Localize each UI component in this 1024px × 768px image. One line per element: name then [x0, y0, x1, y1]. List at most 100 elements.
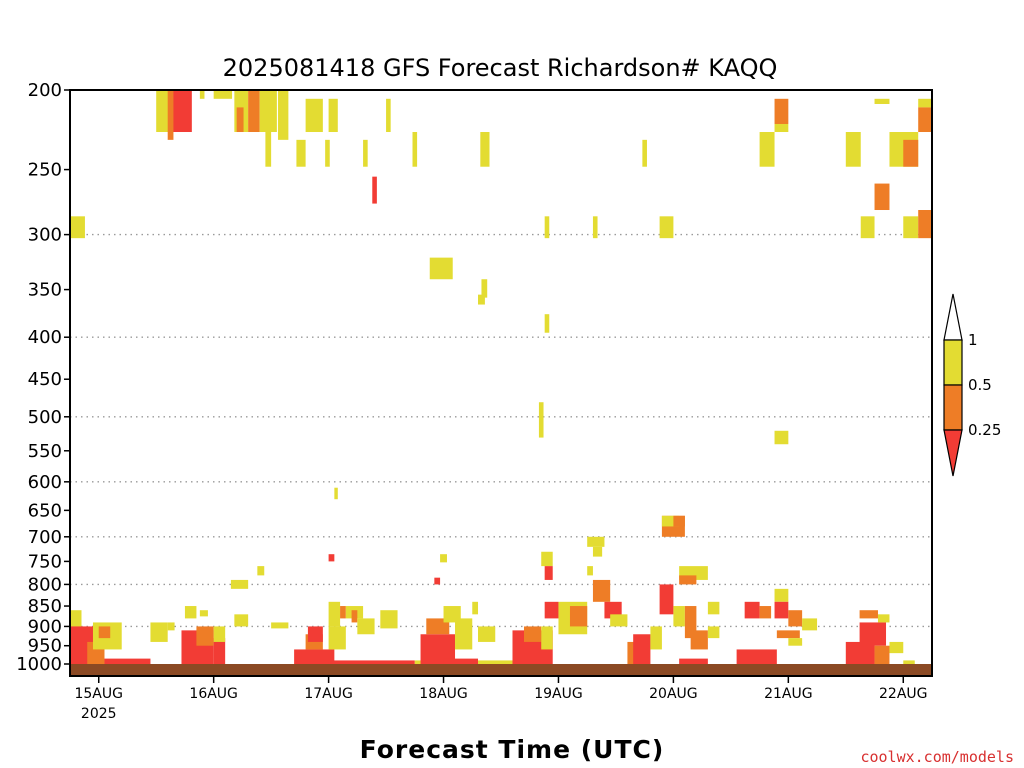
cell-ri-0.5-1: [673, 606, 685, 627]
cell-ri-0.5-1: [213, 90, 233, 99]
cell-ri-below-0.25: [845, 641, 875, 664]
colorbar-segment-0.25-0.5: [943, 384, 963, 431]
y-tick-label: 550: [28, 441, 62, 462]
cell-ri-0.5-1: [661, 515, 680, 527]
cell-ri-0.5-1: [918, 98, 932, 108]
cell-ri-0.5-1: [150, 622, 168, 642]
cell-ri-0.25-0.5: [788, 610, 803, 627]
y-tick-label: 300: [28, 225, 62, 246]
cell-ri-0.5-1: [544, 216, 550, 239]
cell-ri-0.25-0.5: [776, 630, 800, 639]
y-tick-label: 1000: [16, 654, 62, 675]
cell-ri-0.5-1: [587, 566, 593, 576]
y-tick-label: 850: [28, 596, 62, 617]
cell-ri-0.25-0.5: [248, 90, 260, 133]
cell-ri-0.5-1: [386, 98, 391, 133]
cell-ri-0.25-0.5: [592, 579, 611, 602]
cell-ri-0.25-0.5: [569, 606, 588, 627]
cell-ri-below-0.25: [213, 638, 226, 664]
x-tick-label: 18AUG: [419, 686, 468, 702]
surface-band: [70, 664, 932, 676]
y-tick-label: 950: [28, 636, 62, 657]
cell-ri-0.5-1: [642, 139, 647, 167]
cell-ri-0.5-1: [259, 90, 277, 133]
cell-ri-0.5-1: [443, 606, 461, 623]
cell-ri-0.25-0.5: [340, 606, 346, 619]
cell-ri-0.5-1: [230, 579, 249, 589]
cell-ri-0.5-1: [845, 132, 861, 167]
cell-ri-below-0.25: [443, 658, 479, 664]
cell-ri-below-0.25: [328, 660, 415, 664]
cell-ri-0.5-1: [334, 487, 338, 500]
cell-ri-0.5-1: [234, 614, 249, 627]
cell-ri-0.5-1: [903, 216, 919, 239]
cell-ri-0.25-0.5: [774, 98, 789, 124]
colorbar-arrow-bottom: [943, 429, 963, 477]
cell-ri-below-0.25: [104, 658, 151, 664]
cell-ri-0.5-1: [774, 588, 789, 602]
cell-ri-0.25-0.5: [859, 610, 878, 619]
y-tick-label: 750: [28, 551, 62, 572]
cell-ri-0.5-1: [860, 216, 875, 239]
colorbar-label: 0.25: [968, 421, 1001, 439]
cell-ri-0.5-1: [296, 139, 306, 167]
cell-ri-0.5-1: [707, 601, 720, 615]
cell-ri-0.5-1: [481, 279, 488, 298]
cell-ri-0.25-0.5: [679, 575, 697, 585]
cell-ri-0.5-1: [257, 566, 265, 576]
y-tick-label: 650: [28, 500, 62, 521]
colorbar-segment-0.5-1: [943, 339, 963, 386]
cell-ri-0.5-1: [788, 638, 803, 646]
cell-ri-0.25-0.5: [918, 107, 932, 133]
x-tick-label: 15AUG: [74, 686, 123, 702]
chart-title: 2025081418 GFS Forecast Richardson# KAQQ: [223, 54, 778, 82]
cell-ri-0.5-1: [184, 606, 197, 619]
cell-ri-0.5-1: [380, 610, 398, 629]
y-tick-label: 250: [28, 160, 62, 181]
cell-ri-0.25-0.5: [351, 610, 358, 623]
cell-ri-0.5-1: [199, 610, 208, 617]
cell-ri-below-0.25: [171, 90, 192, 133]
colorbar-label: 1: [968, 331, 978, 349]
cell-ri-below-0.25: [679, 658, 708, 664]
x-tick-label: 22AUG: [879, 686, 928, 702]
cell-ri-below-0.25: [307, 626, 323, 642]
cell-ri-0.25-0.5: [684, 606, 697, 639]
x-axis-label: Forecast Time (UTC): [360, 735, 665, 764]
cell-ri-0.5-1: [328, 601, 341, 627]
cell-ri-0.5-1: [363, 139, 368, 167]
y-axis: 200 250 300 350 400 450 500 550 600 650 700 7508008…: [16, 80, 70, 675]
cell-ri-below-0.25: [544, 601, 559, 619]
cell-ri-0.5-1: [478, 294, 485, 305]
y-tick-label: 350: [28, 280, 62, 301]
colorbar-legend: 1 0.5 0.25: [943, 293, 1001, 477]
cell-ri-0.5-1: [774, 430, 789, 445]
cell-ri-0.5-1: [278, 90, 289, 140]
cell-ri-0.25-0.5: [98, 626, 111, 639]
cell-ri-0.25-0.5: [874, 645, 890, 664]
heatmap-cells: [70, 90, 932, 664]
cell-ri-0.25-0.5: [690, 630, 708, 650]
cell-ri-0.5-1: [480, 132, 490, 167]
cell-ri-0.5-1: [328, 98, 338, 133]
cell-ri-0.5-1: [592, 216, 598, 239]
cell-ri-0.25-0.5: [874, 183, 890, 211]
cell-ri-0.5-1: [903, 660, 915, 664]
cell-ri-0.5-1: [271, 622, 289, 629]
cell-ri-0.5-1: [213, 626, 226, 642]
cell-ri-0.5-1: [325, 139, 330, 167]
cell-ri-0.5-1: [610, 614, 628, 627]
cell-ri-below-0.25: [434, 577, 441, 585]
cell-ri-0.25-0.5: [918, 210, 932, 239]
cell-ri-below-0.25: [604, 601, 622, 619]
cell-ri-below-0.25: [633, 634, 651, 664]
y-tick-label: 600: [28, 472, 62, 493]
cell-ri-0.25-0.5: [236, 107, 244, 133]
cell-ri-below-0.25: [544, 566, 553, 580]
cell-ri-0.25-0.5: [903, 139, 919, 167]
cell-ri-0.5-1: [167, 622, 175, 631]
source-credit: coolwx.com/models: [860, 748, 1014, 766]
cell-ri-0.5-1: [544, 314, 550, 333]
cell-ri-0.25-0.5: [196, 626, 214, 646]
